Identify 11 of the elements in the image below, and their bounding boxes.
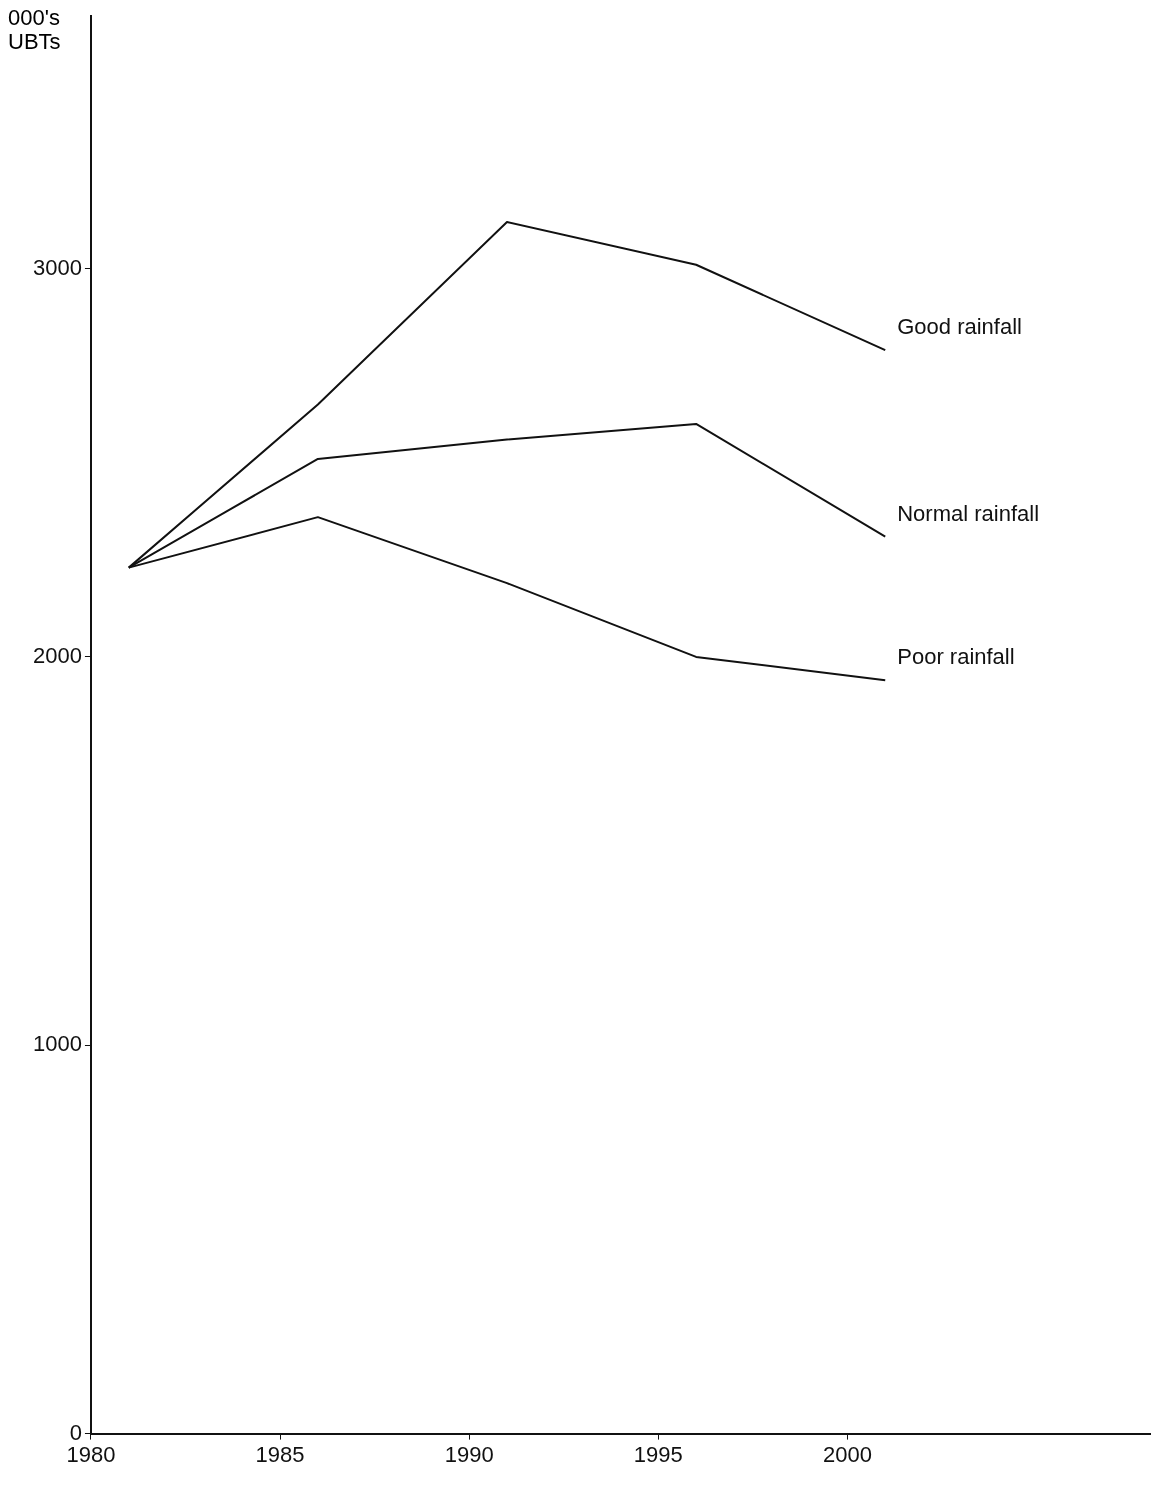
x-tick-label: 1990 [444,1441,494,1467]
x-tick-label: 1995 [633,1441,683,1467]
series-label: Normal rainfall [897,500,1040,526]
y-tick-label: 2000 [32,643,82,668]
x-tick-label: 1985 [255,1441,305,1467]
y-axis-title: 000's UBTs [8,5,62,54]
y-tick-label: 1000 [32,1031,82,1057]
series-label: Good rainfall [897,314,1022,340]
series-label: Poor rainfall [897,644,1015,670]
y-tick-label: 3000 [32,254,82,280]
x-tick-label: 2000 [822,1441,872,1467]
